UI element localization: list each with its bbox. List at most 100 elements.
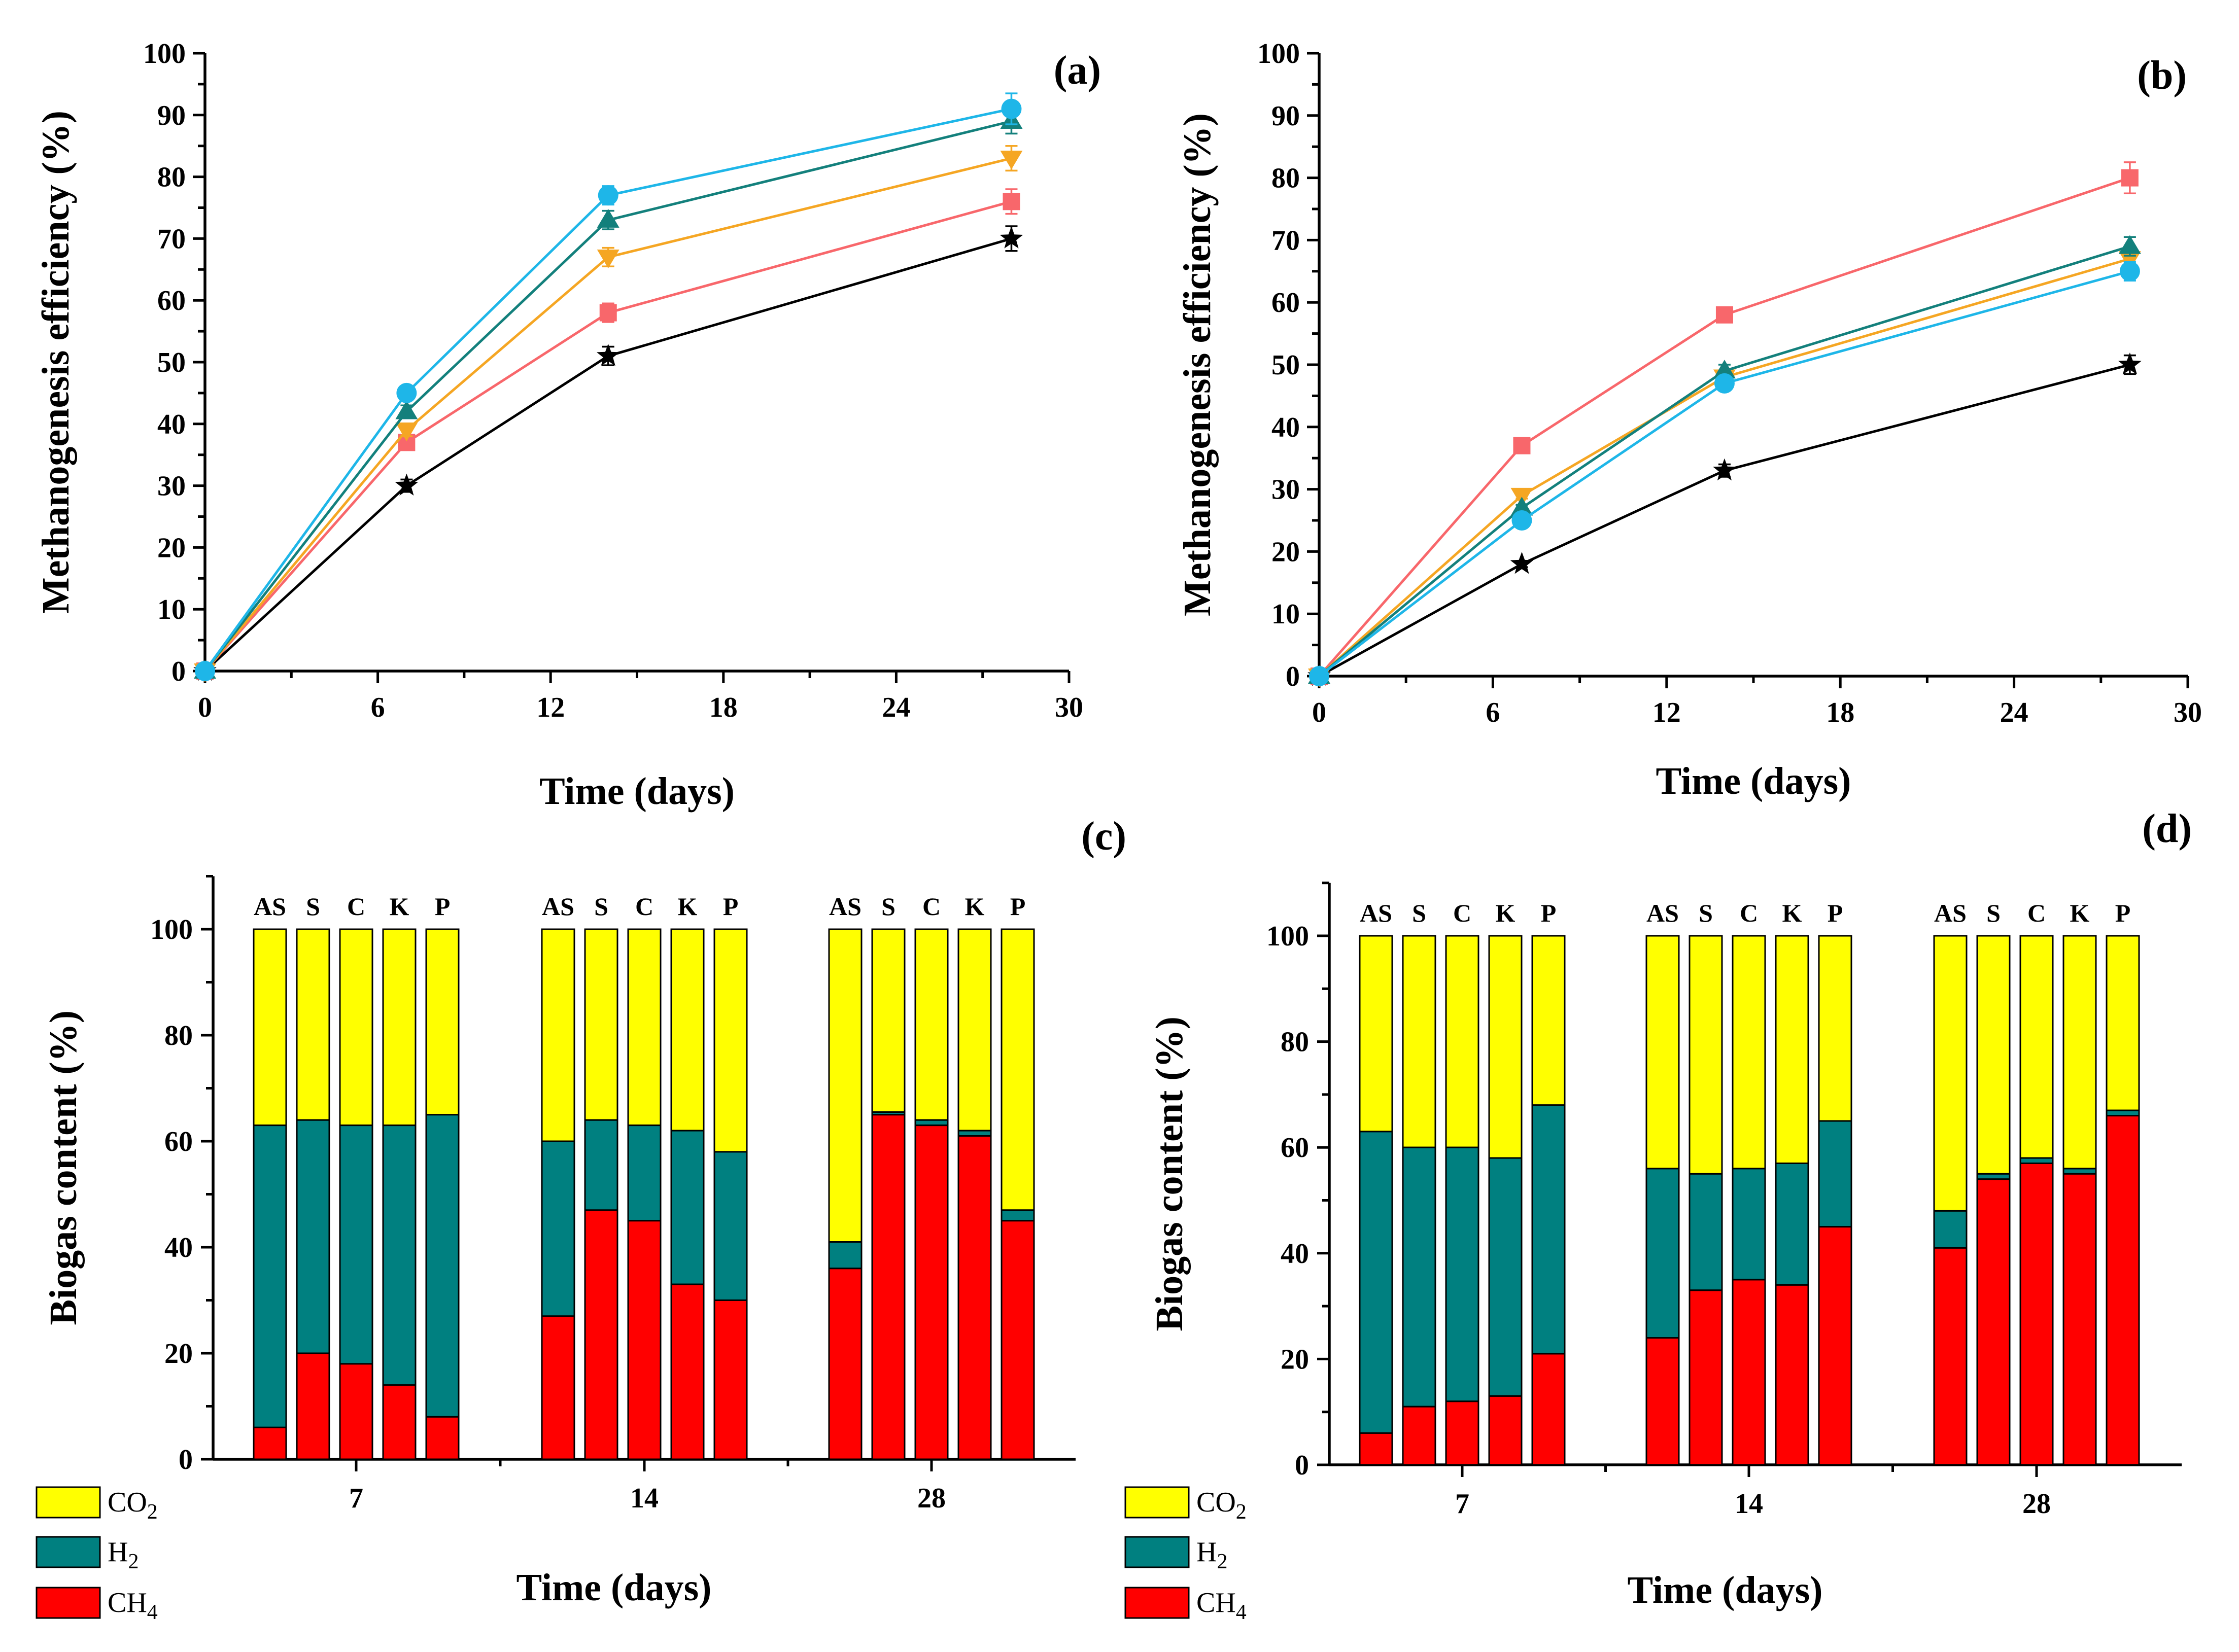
legend-label-subscript: 2 (128, 1550, 139, 1573)
bar-segment-co2 (1402, 935, 1436, 1148)
stacked-bar-p-day-14 (713, 928, 748, 1460)
panel-label: (a) (1054, 48, 1101, 93)
data-point-star (596, 343, 620, 366)
data-point-square (599, 304, 617, 322)
bar-segment-co2 (1531, 935, 1566, 1106)
bar-segment-h2 (957, 1130, 992, 1137)
bar-segment-co2 (339, 928, 373, 1127)
bar-segment-ch4 (1402, 1405, 1436, 1466)
stacked-bar-as-day-14 (1645, 935, 1680, 1466)
legend-swatch-ch4 (1124, 1587, 1190, 1619)
bar-segment-co2 (670, 928, 705, 1132)
bar-label: AS (1934, 899, 1967, 927)
bar-label: C (1453, 899, 1471, 927)
stacked-bar-c-day-7 (1445, 935, 1479, 1466)
stacked-bar-as-day-28 (828, 928, 863, 1460)
data-point-circle (2119, 261, 2140, 282)
bar-segment-h2 (627, 1124, 662, 1222)
series-square (1311, 161, 2139, 685)
bar-label: K (2070, 899, 2090, 927)
bar-label: P (1828, 899, 1843, 927)
legend-label-main: CO (1196, 1487, 1236, 1518)
bar-label: AS (829, 892, 862, 921)
y-tick-label: 100 (1266, 921, 1309, 952)
legend-label-co2: CO2 (108, 1487, 158, 1524)
data-point-circle (598, 185, 618, 206)
y-tick-label: 30 (1271, 474, 1300, 506)
data-point-circle (1309, 666, 1329, 686)
bar-label: AS (1360, 899, 1392, 927)
bar-segment-ch4 (627, 1220, 662, 1460)
y-tick-label: 100 (150, 914, 193, 945)
x-tick-label: 0 (1312, 697, 1326, 728)
series-line (203, 108, 1012, 672)
bar-segment-h2 (670, 1130, 705, 1285)
stacked-bar-s-day-14 (584, 928, 618, 1460)
bar-segment-h2 (914, 1119, 949, 1127)
bar-segment-ch4 (1732, 1279, 1766, 1466)
y-tick-label: 60 (1271, 287, 1300, 319)
bar-segment-h2 (1531, 1104, 1566, 1355)
legend-label-main: CH (1196, 1587, 1236, 1619)
x-axis-title: Time (days) (516, 1566, 712, 1609)
data-point-square (1003, 193, 1020, 210)
bar-segment-co2 (871, 928, 906, 1113)
legend-label-main: H (108, 1536, 128, 1568)
bar-segment-co2 (2106, 935, 2140, 1111)
series-line (1318, 270, 2130, 677)
bar-segment-co2 (541, 928, 575, 1142)
data-point-star (1000, 226, 1023, 249)
bar-segment-h2 (828, 1241, 863, 1270)
legend-label-main: H (1196, 1536, 1217, 1568)
data-point-circle (396, 382, 417, 403)
bar-label: AS (254, 892, 286, 921)
legend-label-ch4: CH4 (108, 1587, 158, 1624)
x-tick-label: 18 (709, 692, 738, 723)
bar-segment-ch4 (670, 1283, 705, 1460)
bar-label: K (965, 892, 985, 921)
legend-label-ch4: CH4 (1196, 1587, 1247, 1624)
data-point-triangle-up (395, 400, 418, 419)
x-axis-title: Time (days) (1656, 760, 1851, 802)
stacked-bar-k-day-7 (382, 928, 417, 1460)
bar-segment-co2 (253, 928, 287, 1127)
bar-segment-co2 (1818, 935, 1852, 1122)
series-line (204, 200, 1012, 672)
bar-segment-h2 (1689, 1173, 1723, 1291)
stacked-bar-k-day-28 (2062, 935, 2097, 1466)
stacked-bar-k-day-28 (957, 928, 992, 1460)
data-point-circle (1001, 98, 1022, 119)
bar-segment-co2 (1732, 935, 1766, 1170)
x-tick-label: 7 (1455, 1488, 1469, 1520)
series-triangle-down (194, 145, 1023, 682)
data-point-triangle-down (1000, 151, 1023, 170)
panel-a-line-chart: 0 6 12 18 24 30 0 10 20 30 40 50 60 70 80 90 100 Time (da… (35, 38, 1101, 813)
bar-segment-ch4 (1933, 1247, 1968, 1466)
bar-segment-ch4 (1531, 1353, 1566, 1466)
y-tick-label: 30 (157, 471, 186, 502)
y-tick-label: 80 (164, 1020, 193, 1051)
series-line (1318, 245, 2130, 677)
legend-swatch-co2 (36, 1486, 101, 1519)
data-point-square (1715, 306, 1733, 324)
x-tick-label: 28 (2022, 1488, 2051, 1520)
bar-segment-h2 (2062, 1168, 2097, 1175)
x-tick-label: 24 (882, 692, 910, 723)
bar-segment-h2 (584, 1119, 618, 1211)
bar-segment-ch4 (1445, 1400, 1479, 1466)
stacked-bar-s-day-7 (1402, 935, 1436, 1466)
y-tick-label: 70 (1271, 225, 1300, 256)
bar-label: P (2115, 899, 2131, 927)
y-axis-title: Methanogenesis efficiency (%) (35, 111, 77, 614)
x-tick-label: 28 (917, 1483, 946, 1514)
bar-segment-ch4 (382, 1384, 417, 1460)
y-tick-label: 40 (157, 409, 186, 440)
series-circle (195, 92, 1022, 681)
legend-label-co2: CO2 (1196, 1487, 1247, 1524)
stacked-bar-s-day-28 (871, 928, 906, 1460)
bar-segment-ch4 (1645, 1337, 1680, 1466)
y-tick-label: 100 (1257, 38, 1300, 69)
data-point-circle (195, 661, 215, 681)
